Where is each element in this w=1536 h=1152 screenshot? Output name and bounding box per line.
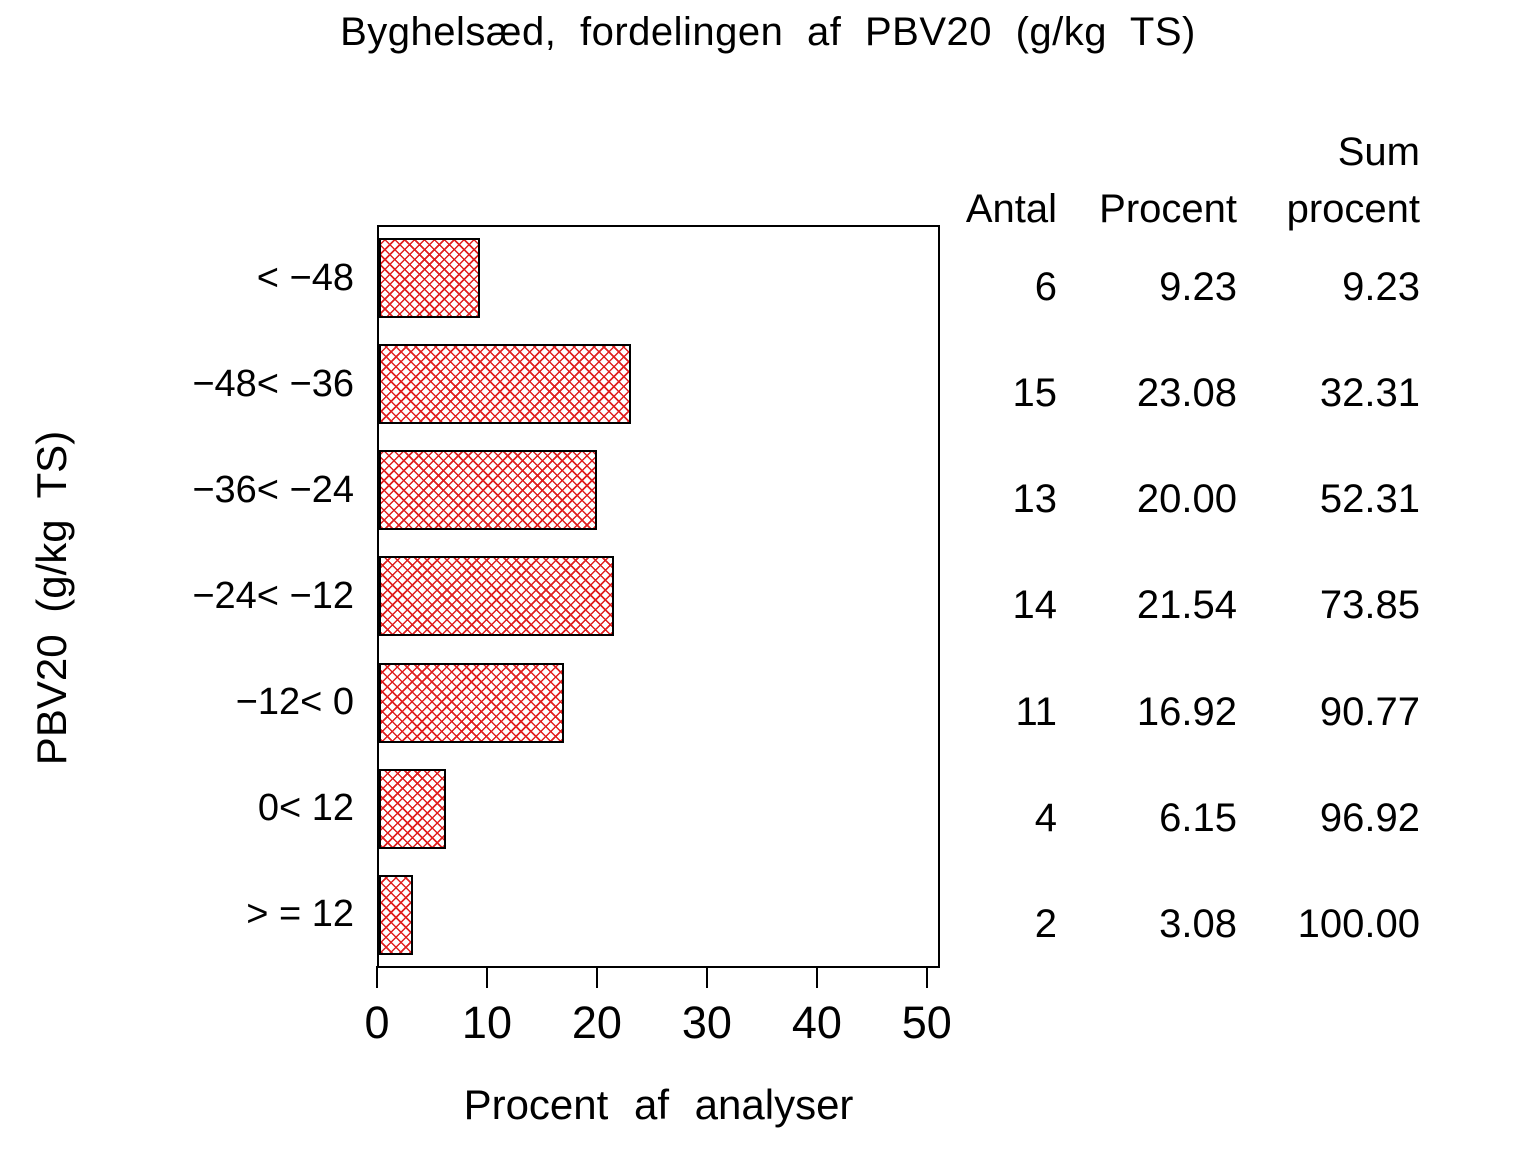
bar: [379, 556, 615, 637]
table-row: 14 21.54 73.85: [940, 552, 1421, 658]
x-tick: [485, 966, 488, 988]
table-row: 2 3.08 100.00: [940, 871, 1420, 977]
bar-slot: [379, 756, 938, 862]
table-header-antal: Antal: [965, 187, 1057, 231]
antal-cell: 13: [1012, 477, 1058, 522]
bar: [379, 874, 413, 955]
sum-procent-cell: 9.23: [1342, 265, 1420, 310]
x-tick-label: 40: [791, 997, 842, 1048]
category-slot: −12< 0: [0, 650, 354, 756]
table-row: 4 6.15 96.92: [940, 765, 1420, 871]
procent-cell: 20.00: [1136, 477, 1237, 522]
x-tick: [376, 966, 378, 988]
antal-cell: 2: [1034, 901, 1057, 946]
category-label: 0< 12: [257, 787, 354, 830]
bar-slot: [379, 225, 938, 331]
table-row: 6 9.23 9.23: [940, 234, 1420, 340]
antal-cell: 4: [1034, 795, 1057, 840]
antal-cell: 14: [1012, 583, 1058, 628]
category-slot: −36< −24: [0, 437, 354, 543]
category-slot: > = 12: [0, 862, 354, 968]
category-label: −36< −24: [192, 468, 354, 511]
bar-slot: [379, 650, 938, 756]
sum-procent-cell: 90.77: [1319, 689, 1420, 734]
table-row: 15 23.08 32.31: [940, 340, 1421, 446]
antal-cell: 15: [1012, 371, 1058, 416]
table-header-sum-procent: procent: [1286, 187, 1420, 231]
bar: [379, 344, 631, 425]
x-tick-label: 10: [461, 997, 512, 1048]
sum-procent-cell: 100.00: [1297, 901, 1420, 946]
category-label: −12< 0: [235, 681, 354, 724]
x-axis-title: Procent af analyser: [463, 1081, 854, 1128]
chart-title: Byghelsæd, fordelingen af PBV20 (g/kg TS…: [340, 10, 1196, 54]
bars-container: [379, 225, 938, 968]
procent-cell: 3.08: [1159, 901, 1237, 946]
antal-cell: 11: [1015, 689, 1057, 734]
x-tick-label: 0: [364, 997, 390, 1048]
category-slot: < −48: [0, 225, 354, 331]
procent-cell: 9.23: [1159, 265, 1237, 310]
bar: [379, 768, 447, 849]
category-label: −24< −12: [192, 574, 354, 617]
x-tick-label: 50: [901, 997, 952, 1048]
table-row: 13 20.00 52.31: [940, 446, 1421, 552]
category-label: > = 12: [246, 893, 354, 936]
x-tick: [595, 966, 598, 988]
table-header: Sum Antal Procent procent: [940, 124, 1420, 238]
sum-procent-cell: 32.31: [1319, 371, 1420, 416]
procent-cell: 16.92: [1136, 689, 1237, 734]
table-row: 11 16.92 90.77: [940, 659, 1420, 765]
category-label: −48< −36: [192, 362, 354, 405]
plot-area: [377, 225, 940, 968]
bar: [379, 662, 564, 743]
x-tick: [705, 966, 708, 988]
bar-slot: [379, 543, 938, 649]
bar-slot: [379, 862, 938, 968]
x-tick: [815, 966, 818, 988]
x-tick: [925, 966, 928, 988]
sum-procent-cell: 73.85: [1319, 583, 1420, 628]
category-label: < −48: [256, 256, 354, 299]
category-slot: 0< 12: [0, 756, 354, 862]
bar: [379, 238, 480, 319]
x-tick-label: 30: [681, 997, 732, 1048]
procent-cell: 21.54: [1136, 583, 1237, 628]
x-tick-label: 20: [571, 997, 622, 1048]
bar: [379, 450, 598, 531]
sum-procent-cell: 96.92: [1319, 795, 1420, 840]
category-slot: −24< −12: [0, 543, 354, 649]
category-slot: −48< −36: [0, 331, 354, 437]
y-axis-labels: < −48 −48< −36 −36< −24 −24< −12 −12< 0 0< 12…: [0, 225, 354, 968]
sum-procent-cell: 52.31: [1319, 477, 1420, 522]
table-header-spacer-1: [940, 124, 1057, 181]
bar-slot: [379, 331, 938, 437]
antal-cell: 6: [1034, 265, 1057, 310]
table-header-sum: Sum: [1337, 130, 1420, 174]
table-header-spacer-2: [1057, 124, 1237, 181]
table-header-procent: Procent: [1099, 187, 1237, 231]
procent-cell: 23.08: [1136, 371, 1237, 416]
table-body: 6 9.23 9.23 15 23.08 32.31 13 20.00 52.31 14 21.54…: [940, 234, 1421, 977]
bar-slot: [379, 437, 938, 543]
procent-cell: 6.15: [1159, 795, 1237, 840]
